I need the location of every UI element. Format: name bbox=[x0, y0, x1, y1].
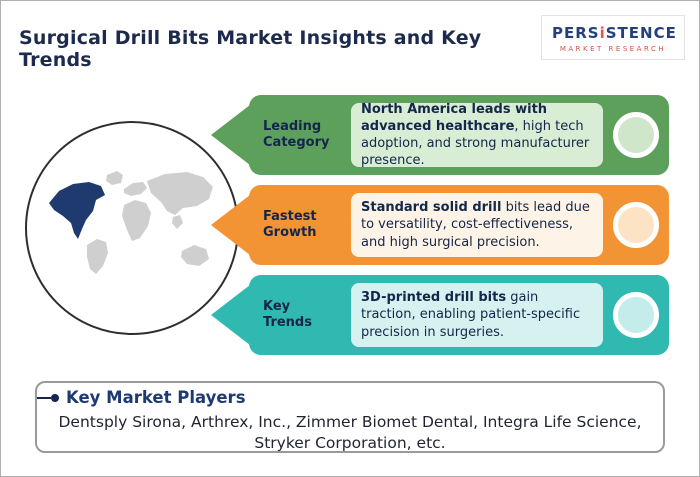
players-names: Dentsply Sirona, Arthrex, Inc., Zimmer B… bbox=[58, 413, 642, 452]
north-america-region bbox=[49, 182, 105, 239]
europe-region bbox=[124, 182, 147, 196]
persistence-logo: PERSiSTENCE MARKET RESEARCH bbox=[541, 15, 685, 60]
australia-region bbox=[181, 245, 209, 266]
page-title: Surgical Drill Bits Market Insights and … bbox=[19, 27, 482, 71]
africa-region bbox=[122, 200, 151, 241]
key-market-players-box: Key Market Players Dentsply Sirona, Arth… bbox=[35, 381, 665, 453]
insight-description-box: North America leads with advanced health… bbox=[351, 101, 603, 170]
logo-brand-text: PERSiSTENCE bbox=[552, 24, 677, 42]
asia-region bbox=[147, 172, 213, 215]
header: Surgical Drill Bits Market Insights and … bbox=[19, 15, 685, 71]
insight-bold-text: North America leads with advanced health… bbox=[361, 101, 548, 134]
insight-row-leading-category: Leading Category North America leads wit… bbox=[211, 95, 669, 175]
insight-description: North America leads with advanced health… bbox=[361, 101, 593, 170]
insight-description-box: 3D-printed drill bits gain traction, ena… bbox=[351, 283, 603, 347]
insight-label: Fastest Growth bbox=[263, 208, 317, 240]
southeast-asia-region bbox=[172, 215, 183, 229]
greenland-region bbox=[106, 171, 123, 185]
logo-brand-pre: PERS bbox=[552, 24, 600, 42]
insight-rest-text: gain traction, enabling patient-specific… bbox=[361, 290, 581, 340]
insight-bold-text: Standard solid drill bbox=[361, 200, 502, 216]
logo-brand-i: i bbox=[599, 24, 606, 42]
insight-label: Key Trends bbox=[263, 298, 312, 330]
insight-description: 3D-printed drill bits gain traction, ena… bbox=[361, 289, 593, 340]
insight-row-fastest-growth: Fastest Growth Standard solid drill bits… bbox=[211, 185, 669, 265]
insight-rest-text: bits lead due to versatility, cost-effec… bbox=[361, 200, 590, 250]
insight-banner: Key Trends 3D-printed drill bits gain tr… bbox=[249, 275, 669, 355]
insight-label: Leading Category bbox=[263, 118, 330, 150]
decorative-circle-icon bbox=[613, 112, 659, 158]
players-heading-row: Key Market Players bbox=[37, 388, 246, 407]
insight-banner: Fastest Growth Standard solid drill bits… bbox=[249, 185, 669, 265]
logo-tagline: MARKET RESEARCH bbox=[559, 45, 667, 53]
insight-rest-text: , high tech adoption, and strong manufac… bbox=[361, 118, 590, 169]
decorative-circle-icon bbox=[613, 292, 659, 338]
players-heading: Key Market Players bbox=[66, 388, 246, 407]
insight-bold-text: 3D-printed drill bits bbox=[361, 290, 507, 306]
heading-bullet-icon bbox=[51, 393, 59, 402]
world-map bbox=[49, 171, 213, 274]
world-map-circle bbox=[25, 121, 239, 335]
logo-brand-post: STENCE bbox=[605, 24, 677, 42]
insight-row-key-trends: Key Trends 3D-printed drill bits gain tr… bbox=[211, 275, 669, 355]
heading-line-icon bbox=[37, 396, 51, 399]
decorative-circle-icon bbox=[613, 202, 659, 248]
south-america-region bbox=[87, 239, 108, 274]
insight-banner: Leading Category North America leads wit… bbox=[249, 95, 669, 175]
insight-description-box: Standard solid drill bits lead due to ve… bbox=[351, 193, 603, 257]
insight-description: Standard solid drill bits lead due to ve… bbox=[361, 199, 593, 250]
